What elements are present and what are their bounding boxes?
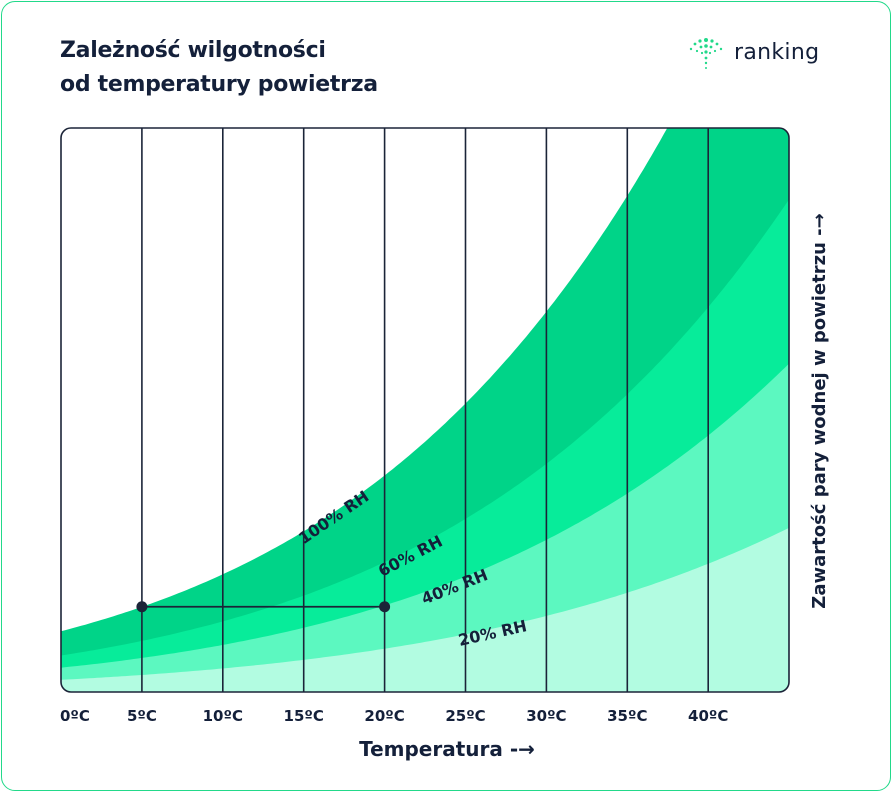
x-tick-label: 0ºC <box>60 707 90 725</box>
x-tick-label: 15ºC <box>284 707 324 725</box>
x-tick-label: 30ºC <box>526 707 566 725</box>
area-20rh <box>61 527 789 692</box>
x-tick-label: 5ºC <box>127 707 157 725</box>
x-tick-label: 10ºC <box>203 707 243 725</box>
x-tick-label: 40ºC <box>688 707 728 725</box>
y-axis-label: Zawartość pary wodnej w powietrzu -→ <box>809 213 830 608</box>
x-axis-label: Temperatura -→ <box>359 737 535 761</box>
dotted-fountain-logo-icon <box>689 38 723 69</box>
x-tick-label: 35ºC <box>607 707 647 725</box>
title-line-1: Zależność wilgotności <box>60 38 326 63</box>
plot-area <box>61 128 789 692</box>
brand-name: ranking <box>734 39 820 65</box>
marker-point <box>379 601 391 613</box>
plot-border <box>60 127 790 693</box>
title-line-2: od temperatury powietrza <box>60 72 378 97</box>
x-tick-label: 25ºC <box>445 707 485 725</box>
x-tick-label: 20ºC <box>364 707 404 725</box>
marker-point <box>136 601 148 613</box>
page-title: Zależność wilgotności od temperatury pow… <box>60 34 378 102</box>
brand-logo: ranking <box>686 32 819 72</box>
